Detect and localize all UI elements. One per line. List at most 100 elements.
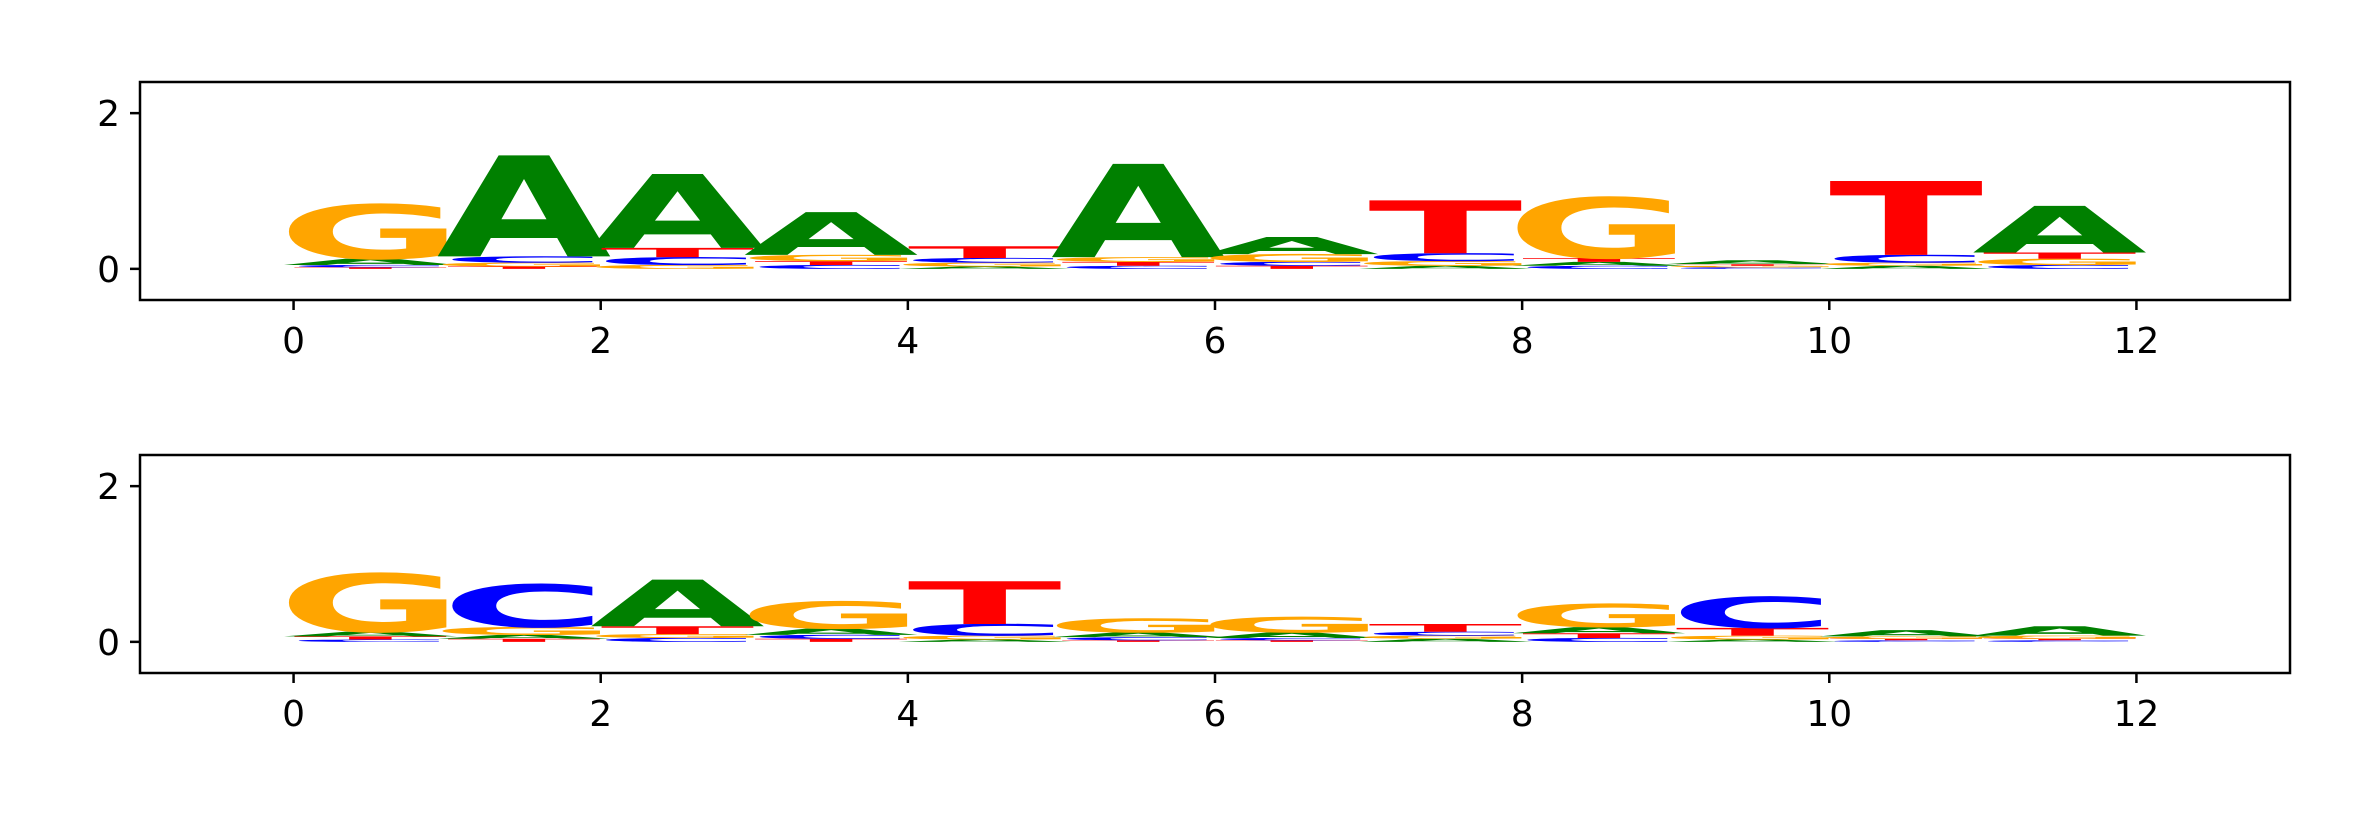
- y-tick-label: 2: [97, 467, 120, 508]
- logo-letter-C: C: [1977, 264, 2143, 270]
- logo-letter-C: C: [748, 264, 914, 270]
- logo-letter-C: C: [902, 257, 1068, 264]
- logo-letter-A: A: [1512, 261, 1687, 267]
- x-tick-label: 4: [896, 694, 919, 735]
- logo-letter-C: C: [1516, 265, 1682, 270]
- logo-letter-G: G: [431, 625, 616, 637]
- logo-letter-C: C: [287, 264, 453, 268]
- logo-letter-T: T: [754, 260, 908, 266]
- logo-letter-C: C: [1670, 267, 1836, 269]
- logo-letter-T: T: [1675, 264, 1829, 266]
- logo-letter-C: C: [1977, 640, 2143, 642]
- logo-letter-C: C: [595, 637, 761, 643]
- logo-letter-A: A: [590, 155, 765, 273]
- logo-letter-A: A: [1358, 265, 1533, 270]
- logo-letter-G: G: [1506, 181, 1691, 278]
- x-tick-label: 6: [1204, 321, 1227, 362]
- x-tick-label: 12: [2114, 694, 2160, 735]
- logo-letter-T: T: [1368, 622, 1522, 634]
- logo-letter-G: G: [892, 262, 1077, 268]
- logo-letter-G: G: [1199, 613, 1384, 638]
- logo-letter-A: A: [744, 200, 919, 268]
- logo-letter-C: C: [1823, 253, 1989, 265]
- logo-letter-A: A: [1665, 639, 1840, 643]
- logo-letter-A: A: [1512, 625, 1687, 635]
- logo-letter-T: T: [1522, 632, 1676, 639]
- logo-letter-C: C: [441, 255, 607, 265]
- logo-letter-A: A: [1665, 259, 1840, 265]
- logo-letter-A: A: [1358, 638, 1533, 643]
- logo-letter-A: A: [437, 634, 612, 640]
- y-tick-label: 0: [97, 623, 120, 664]
- logo-letter-T: T: [1522, 257, 1676, 263]
- logo-letter-C: C: [287, 639, 453, 643]
- logo-letter-A: A: [1972, 624, 2147, 639]
- x-tick-label: 4: [896, 321, 919, 362]
- x-tick-label: 10: [1806, 321, 1852, 362]
- x-tick-label: 0: [282, 321, 305, 362]
- logo-letter-T: T: [1983, 251, 2137, 261]
- logo-letter-C: C: [1209, 637, 1375, 641]
- logo-letter-A: A: [1819, 265, 1994, 270]
- logo-letter-G: G: [1353, 635, 1538, 640]
- logo-letter-C: C: [1362, 631, 1528, 637]
- logo-letter-C: C: [595, 255, 761, 267]
- logo-letter-G: G: [1967, 635, 2152, 640]
- logo-letter-G: G: [1813, 262, 1998, 267]
- logo-letter-G: G: [1506, 598, 1691, 635]
- logo-letters: CTAGTAGCCGTATCAGAGCTTCAGTCAGAGCTCTAGAGTC…: [278, 558, 2153, 651]
- logo-letter-C: C: [1209, 261, 1375, 267]
- logo-letter-C: C: [1516, 637, 1682, 643]
- logo-letter-A: A: [1972, 194, 2147, 268]
- logo-letter-G: G: [1353, 260, 1538, 267]
- logo-letter-A: A: [897, 266, 1072, 270]
- logo-letter-G: G: [1813, 636, 1998, 640]
- logo-letter-A: A: [1204, 631, 1379, 640]
- logo-letter-A: A: [1051, 139, 1226, 288]
- logo-letter-T: T: [1061, 261, 1215, 267]
- logo-letter-C: C: [1823, 640, 1989, 642]
- logo-letter-T: T: [1983, 638, 2137, 640]
- logo-letter-T: T: [1061, 640, 1215, 642]
- logo-letter-G: G: [278, 189, 463, 276]
- logo-letter-A: A: [1051, 631, 1226, 638]
- logo-letter-T: T: [754, 638, 908, 643]
- x-tick-label: 8: [1511, 321, 1534, 362]
- logo-letter-G: G: [431, 262, 616, 268]
- logo-letter-T: T: [447, 638, 601, 643]
- logo-letter-T: T: [1368, 186, 1522, 271]
- logo-letter-G: G: [1046, 256, 1231, 263]
- logo-letter-C: C: [1362, 251, 1528, 263]
- logo-letter-G: G: [1046, 615, 1231, 637]
- x-tick-label: 8: [1511, 694, 1534, 735]
- y-tick-label: 0: [97, 250, 120, 291]
- logo-letter-T: T: [1215, 265, 1369, 270]
- x-tick-label: 0: [282, 694, 305, 735]
- logo-letter-G: G: [585, 264, 770, 270]
- logo-letter-A: A: [283, 257, 458, 267]
- x-tick-label: 10: [1806, 694, 1852, 735]
- logo-letter-T: T: [1675, 626, 1829, 638]
- logo-panel-1: TCAGTGCAGCTACTGAAGCTCTGATCGAAGCTCATGCGTA…: [97, 80, 2292, 362]
- logo-letter-T: T: [1829, 162, 1983, 280]
- logo-letter-T: T: [447, 266, 601, 270]
- logo-letter-T: T: [908, 243, 1062, 262]
- logo-letter-G: G: [585, 633, 770, 639]
- logo-letter-A: A: [283, 630, 458, 637]
- logo-letter-T: T: [293, 636, 447, 641]
- x-tick-label: 6: [1204, 694, 1227, 735]
- logo-letter-C: C: [1055, 265, 1221, 270]
- logo-letter-C: C: [902, 621, 1068, 640]
- logo-letter-C: C: [1055, 636, 1221, 641]
- logo-letter-A: A: [1819, 629, 1994, 639]
- logo-letter-G: G: [1660, 265, 1845, 267]
- logo-letters: TCAGTGCAGCTACTGAAGCTCTGATCGAAGCTCATGCGTA…: [278, 128, 2153, 289]
- logo-letter-T: T: [1215, 640, 1369, 642]
- logo-letter-T: T: [600, 624, 754, 636]
- logo-letter-C: C: [1670, 588, 1836, 638]
- logo-letter-G: G: [738, 253, 923, 263]
- logo-letter-G: G: [892, 635, 1077, 641]
- logo-letter-A: A: [1204, 232, 1379, 259]
- logo-letter-A: A: [744, 627, 919, 637]
